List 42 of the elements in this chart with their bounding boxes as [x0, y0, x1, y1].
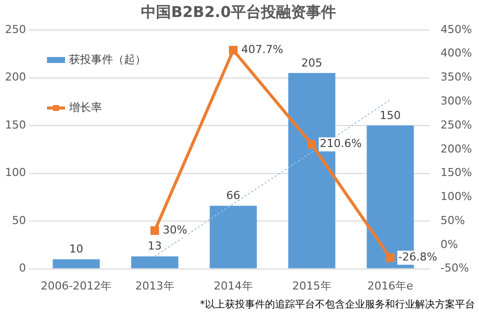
x-tick-label: 2014年 — [214, 279, 253, 292]
x-tick-label: 2006-2012年 — [40, 279, 112, 292]
legend-label: 获投事件（起） — [68, 52, 146, 66]
y-tick-label: 200 — [4, 70, 26, 84]
data-label: 10 — [69, 242, 84, 256]
data-label: 205 — [301, 56, 322, 70]
x-tick-label: 2016年e — [367, 279, 414, 292]
data-label: 407.7% — [241, 43, 284, 56]
y2-tick-label: 250% — [440, 118, 472, 132]
y2-tick-label: 0% — [440, 238, 458, 251]
x-tick-label: 2015年 — [292, 279, 332, 292]
y2-tick-label: 450% — [440, 22, 472, 36]
legend-label: 增长率 — [68, 100, 102, 114]
y2-tick-label: 150% — [440, 166, 472, 180]
x-tick-label: 2013年 — [135, 279, 174, 292]
data-label: 30% — [162, 223, 188, 236]
bar — [52, 259, 100, 268]
y2-tick-label: 50% — [440, 214, 466, 227]
bar — [210, 206, 257, 268]
data-label: 13 — [148, 240, 162, 253]
y2-tick-label: 100% — [440, 190, 472, 204]
point — [228, 46, 238, 55]
y-tick-label: 50 — [12, 214, 26, 227]
y2-tick-label: 350% — [440, 70, 472, 84]
y2-tick-label: 400% — [440, 46, 472, 60]
text: *以上获投事件的追踪平台不包含企业服务和行业解决方案平台 — [200, 298, 475, 311]
point — [386, 253, 395, 262]
y-tick-label: 0 — [18, 262, 26, 275]
chart-title: 中国B2B2.0平台投融资事件 — [141, 2, 336, 21]
point — [150, 226, 160, 235]
y-tick-label: 150 — [4, 118, 26, 132]
y2-tick-label: 300% — [440, 94, 472, 108]
y-tick-label: 100 — [4, 166, 26, 180]
bar — [131, 256, 178, 268]
data-label: 150 — [380, 108, 401, 122]
point — [307, 140, 316, 149]
data-label: -26.8% — [398, 250, 438, 264]
y2-tick-label: -50% — [440, 262, 469, 275]
data-label: 66 — [226, 189, 240, 202]
data-label: 210.6% — [320, 137, 362, 150]
y-tick-label: 250 — [4, 22, 26, 36]
y2-tick-label: 200% — [440, 142, 472, 156]
